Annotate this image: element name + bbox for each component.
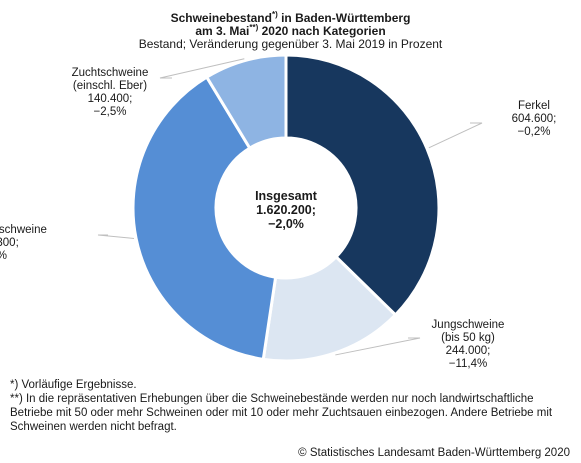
total-label-title: Insgesamt bbox=[255, 189, 317, 203]
slice-label-line: (einschl. Eber) bbox=[72, 80, 148, 92]
source-credit: © Statistisches Landesamt Baden-Württemb… bbox=[298, 447, 570, 459]
slice-label-line: (bis 50 kg) bbox=[441, 332, 495, 344]
footnote-1: *) Vorläufige Ergebnisse. bbox=[10, 379, 137, 391]
slice-label-line: 604.600; bbox=[511, 113, 557, 125]
slice-label-line: +0,5% bbox=[0, 250, 94, 263]
leader-line-ferkel bbox=[428, 122, 483, 149]
slice-label-jungschweine: Jungschweine (bis 50 kg) 244.000; −11,4% bbox=[418, 319, 518, 371]
slice-label-ferkel: Ferkel 604.600; −0,2% bbox=[494, 100, 574, 139]
slice-ferkel bbox=[284, 53, 441, 318]
slice-label-line: −11,4% bbox=[448, 358, 488, 370]
chart-title-line-2: am 3. Mai**) 2020 nach Kategorien bbox=[195, 23, 386, 38]
slice-label-line: 631.300; bbox=[0, 237, 19, 249]
total-label-change: −2,0% bbox=[268, 217, 304, 231]
slice-zuchtschweine bbox=[204, 53, 288, 151]
leader-line-jungschweine bbox=[335, 337, 421, 356]
chart-subtitle: Bestand; Veränderung gegenüber 3. Mai 20… bbox=[138, 37, 443, 51]
slice-mastschweine bbox=[131, 75, 278, 362]
slice-label-line: Zuchtschweine bbox=[71, 67, 149, 79]
total-label: Insgesamt 1.620.200; −2,0% bbox=[236, 189, 336, 231]
slice-label-zuchtschweine: Zuchtschweine (einschl. Eber) 140.400; −2,5… bbox=[55, 67, 165, 119]
leader-line-zuchtschweine bbox=[159, 58, 245, 79]
slice-label-line: −0,2% bbox=[517, 126, 551, 138]
chart-title-line-1: Schweinebestand*) in Baden-Württemberg bbox=[170, 10, 411, 25]
slice-jungschweine bbox=[261, 254, 398, 363]
leader-line-mastschweine bbox=[97, 234, 135, 239]
slice-label-line: −2,5% bbox=[93, 106, 127, 118]
slice-label-line: 140.400; bbox=[87, 93, 133, 105]
slice-label-line: Mastschweine bbox=[0, 224, 47, 236]
slice-label-line: 244.000; bbox=[445, 345, 491, 357]
footnote-2: **) In die repräsentativen Erhebungen üb… bbox=[10, 393, 553, 433]
slice-label-line: Jungschweine bbox=[431, 319, 505, 331]
slice-label-line: Ferkel bbox=[518, 100, 550, 112]
total-label-value: 1.620.200; bbox=[256, 203, 316, 217]
slice-label-mastschweine: Mastschweine631.300;+0,5% bbox=[0, 224, 94, 263]
